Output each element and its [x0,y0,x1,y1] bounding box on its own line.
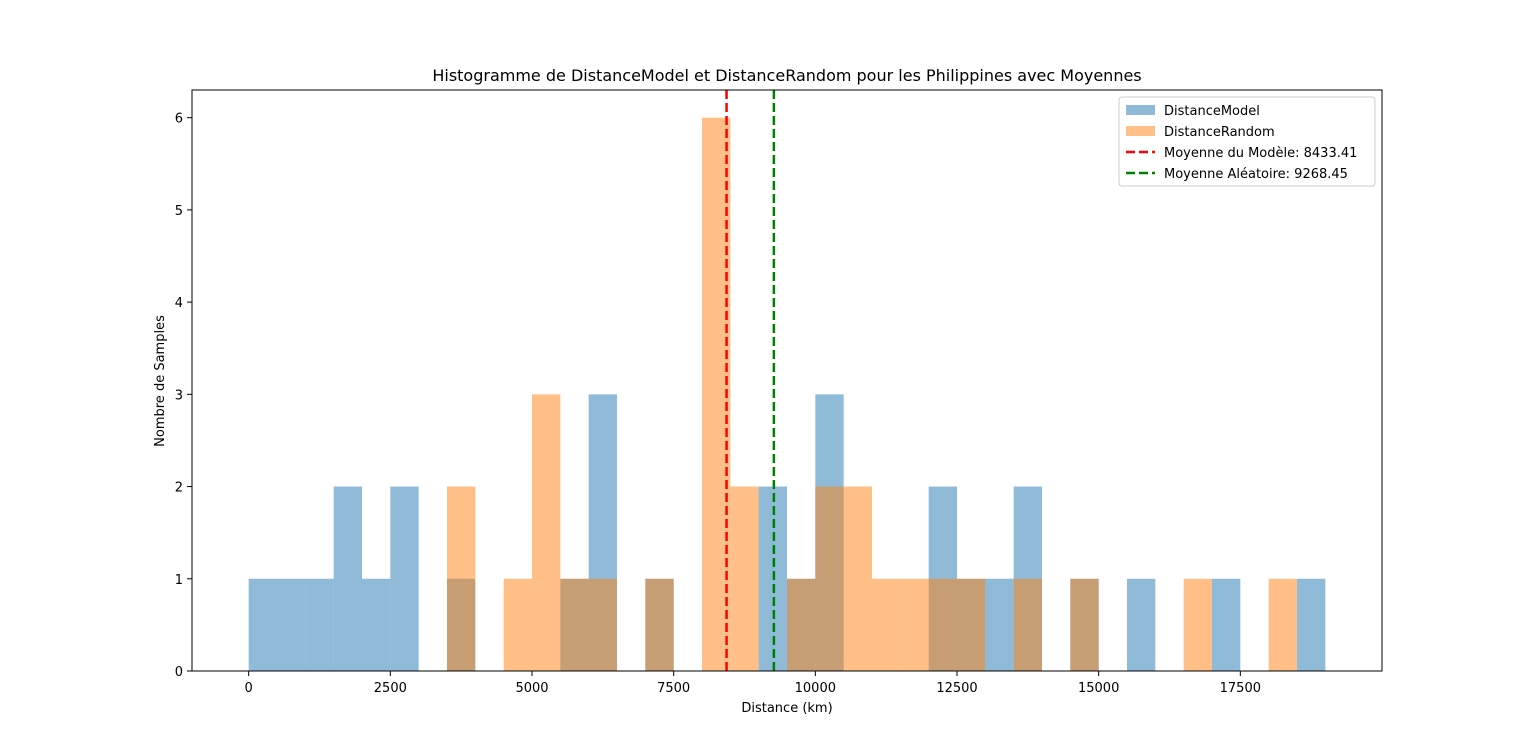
legend-entry-label: Moyenne Aléatoire: 9268.45 [1164,167,1348,182]
x-tick-label: 15000 [1078,681,1119,696]
y-tick-label: 4 [175,296,183,311]
legend-swatch [1126,105,1155,115]
bar-distancemodel-15 [985,578,1014,671]
bar-distancerandom-18 [1268,578,1297,671]
bar-distancerandom-9 [815,486,844,671]
bar-distancemodel-5 [390,486,419,671]
y-axis-label: Nombre de Samples [153,315,168,447]
legend-swatch [1126,126,1155,136]
bar-distancemodel-4 [362,578,391,671]
y-tick-label: 2 [175,481,183,496]
bar-distancerandom-11 [872,578,901,671]
bar-distancerandom-10 [843,486,872,671]
bar-distancerandom-14 [957,578,986,671]
bar-distancerandom-1 [503,578,532,671]
bar-distancerandom-16 [1070,578,1099,671]
y-tick-label: 1 [175,573,183,588]
bar-distancerandom-17 [1183,578,1212,671]
x-tick-label: 12500 [936,681,977,696]
bar-distancerandom-8 [787,578,816,671]
bar-distancerandom-7 [730,486,759,671]
mean-lines-layer [725,90,776,671]
legend-box [1118,96,1376,187]
bar-distancemodel-18 [1127,578,1156,671]
bar-distancerandom-3 [560,578,589,671]
bar-distancemodel-19 [1212,578,1241,671]
bar-distancerandom-2 [532,394,561,671]
bar-distancerandom-12 [900,578,929,671]
x-axis-label: Distance (km) [741,701,832,716]
y-tick-label: 0 [175,665,183,680]
y-tick-label: 6 [175,112,183,127]
plot-frame [191,89,1383,672]
chart-title: Histogramme de DistanceModel et Distance… [432,66,1141,85]
x-tick-label: 7500 [657,681,690,696]
x-tick-label: 0 [245,681,253,696]
bar-distancemodel-0 [248,578,277,671]
legend: DistanceModel DistanceRandom Moyenne du Mo… [1118,96,1376,187]
legend-entry-label: DistanceModel [1164,104,1260,119]
bar-distancemodel-20 [1297,578,1326,671]
bar-distancerandom-13 [928,578,957,671]
legend-entry-label: Moyenne du Modèle: 8433.41 [1164,146,1357,161]
y-tick-label: 5 [175,204,183,219]
bar-distancerandom-0 [447,486,476,671]
bar-distancemodel-3 [333,486,362,671]
bars-layer [248,117,1326,671]
bar-distancerandom-4 [588,578,617,671]
bar-distancerandom-15 [1013,578,1042,671]
legend-entry-label: DistanceRandom [1164,125,1275,140]
x-tick-label: 10000 [795,681,836,696]
y-axis-ticks: 0 1 2 3 4 5 6 [175,112,192,680]
bar-distancemodel-2 [305,578,334,671]
x-tick-label: 5000 [515,681,548,696]
x-tick-label: 17500 [1220,681,1261,696]
x-axis-ticks: 0 2500 5000 7500 10000 12500 15000 17500 [245,671,1261,696]
bar-distancemodel-1 [277,578,306,671]
y-tick-label: 3 [175,388,183,403]
x-tick-label: 2500 [374,681,407,696]
bar-distancerandom-5 [645,578,674,671]
